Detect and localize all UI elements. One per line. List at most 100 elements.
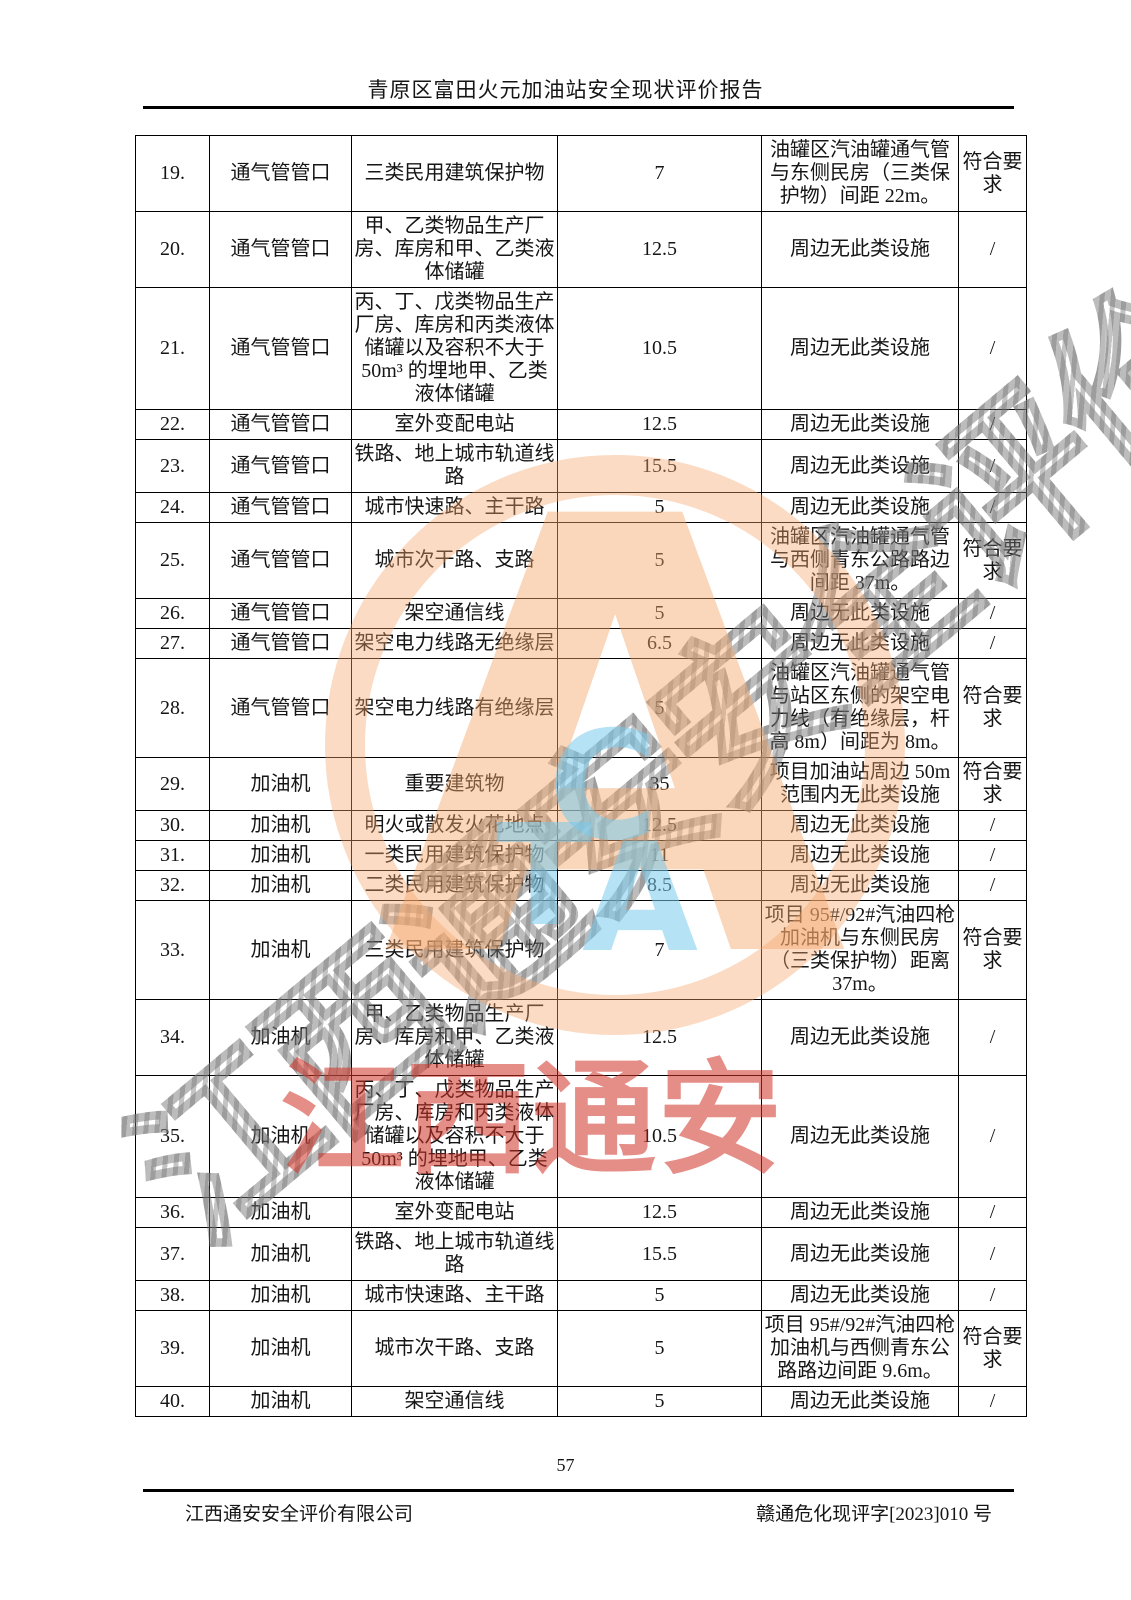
row-number: 34. bbox=[135, 999, 210, 1076]
actual-status: 周边无此类设施 bbox=[761, 810, 959, 841]
table-row: 26. 通气管管口 架空通信线 5 周边无此类设施 / bbox=[135, 598, 1027, 629]
compliance-table: 19. 通气管管口 三类民用建筑保护物 7 油罐区汽油罐通气管与东侧民房（三类保护物）间… bbox=[135, 135, 1027, 1417]
actual-status: 项目 95#/92#汽油四枪加油机与东侧民房（三类保护物）距离 37m。 bbox=[761, 900, 959, 1000]
table-row: 39. 加油机 城市次干路、支路 5 项目 95#/92#汽油四枪加油机与西侧青东公路路… bbox=[135, 1310, 1027, 1387]
actual-status: 周边无此类设施 bbox=[761, 287, 959, 410]
protected-object: 甲、乙类物品生产厂房、库房和甲、乙类液体储罐 bbox=[351, 999, 558, 1076]
protected-object: 室外变配电站 bbox=[351, 409, 558, 440]
actual-status: 周边无此类设施 bbox=[761, 1386, 959, 1417]
required-distance: 10.5 bbox=[557, 287, 762, 410]
row-number: 38. bbox=[135, 1280, 210, 1311]
protected-object: 二类民用建筑保护物 bbox=[351, 870, 558, 901]
actual-status: 周边无此类设施 bbox=[761, 628, 959, 659]
table-row: 23. 通气管管口 铁路、地上城市轨道线路 15.5 周边无此类设施 / bbox=[135, 439, 1027, 493]
conclusion: / bbox=[958, 409, 1027, 440]
conclusion: / bbox=[958, 999, 1027, 1076]
protected-object: 铁路、地上城市轨道线路 bbox=[351, 439, 558, 493]
table-row: 38. 加油机 城市快速路、主干路 5 周边无此类设施 / bbox=[135, 1280, 1027, 1311]
actual-status: 周边无此类设施 bbox=[761, 598, 959, 629]
required-distance: 12.5 bbox=[557, 409, 762, 440]
required-distance: 5 bbox=[557, 522, 762, 599]
row-number: 29. bbox=[135, 757, 210, 811]
protected-object: 铁路、地上城市轨道线路 bbox=[351, 1227, 558, 1281]
actual-status: 周边无此类设施 bbox=[761, 1227, 959, 1281]
actual-status: 油罐区汽油罐通气管与东侧民房（三类保护物）间距 22m。 bbox=[761, 135, 959, 212]
protected-object: 城市快速路、主干路 bbox=[351, 1280, 558, 1311]
required-distance: 5 bbox=[557, 1280, 762, 1311]
required-distance: 5 bbox=[557, 658, 762, 758]
row-number: 24. bbox=[135, 492, 210, 523]
row-number: 20. bbox=[135, 211, 210, 288]
footer-doc-number: 赣通危化现评字[2023]010 号 bbox=[756, 1504, 992, 1525]
required-distance: 5 bbox=[557, 1386, 762, 1417]
item-name: 加油机 bbox=[209, 999, 352, 1076]
protected-object: 三类民用建筑保护物 bbox=[351, 900, 558, 1000]
table-row: 20. 通气管管口 甲、乙类物品生产厂房、库房和甲、乙类液体储罐 12.5 周边无此类设… bbox=[135, 211, 1027, 288]
conclusion: 符合要求 bbox=[958, 757, 1027, 811]
table-row: 21. 通气管管口 丙、丁、戊类物品生产厂房、库房和丙类液体储罐以及容积不大于 50… bbox=[135, 287, 1027, 410]
protected-object: 架空电力线路有绝缘层 bbox=[351, 658, 558, 758]
row-number: 33. bbox=[135, 900, 210, 1000]
row-number: 31. bbox=[135, 840, 210, 871]
conclusion: / bbox=[958, 1197, 1027, 1228]
row-number: 36. bbox=[135, 1197, 210, 1228]
header-divider bbox=[143, 106, 1014, 109]
conclusion: 符合要求 bbox=[958, 900, 1027, 1000]
item-name: 通气管管口 bbox=[209, 628, 352, 659]
row-number: 39. bbox=[135, 1310, 210, 1387]
item-name: 加油机 bbox=[209, 1075, 352, 1198]
required-distance: 5 bbox=[557, 492, 762, 523]
required-distance: 12.5 bbox=[557, 1197, 762, 1228]
item-name: 加油机 bbox=[209, 1386, 352, 1417]
required-distance: 6.5 bbox=[557, 628, 762, 659]
item-name: 通气管管口 bbox=[209, 658, 352, 758]
table-row: 33. 加油机 三类民用建筑保护物 7 项目 95#/92#汽油四枪加油机与东侧民房（三… bbox=[135, 900, 1027, 1000]
table-row: 36. 加油机 室外变配电站 12.5 周边无此类设施 / bbox=[135, 1197, 1027, 1228]
row-number: 27. bbox=[135, 628, 210, 659]
item-name: 加油机 bbox=[209, 1280, 352, 1311]
required-distance: 12.5 bbox=[557, 211, 762, 288]
conclusion: 符合要求 bbox=[958, 135, 1027, 212]
item-name: 通气管管口 bbox=[209, 598, 352, 629]
protected-object: 甲、乙类物品生产厂房、库房和甲、乙类液体储罐 bbox=[351, 211, 558, 288]
required-distance: 15.5 bbox=[557, 1227, 762, 1281]
protected-object: 丙、丁、戊类物品生产厂房、库房和丙类液体储罐以及容积不大于 50m³ 的埋地甲、… bbox=[351, 287, 558, 410]
actual-status: 周边无此类设施 bbox=[761, 439, 959, 493]
protected-object: 城市次干路、支路 bbox=[351, 1310, 558, 1387]
required-distance: 7 bbox=[557, 135, 762, 212]
actual-status: 周边无此类设施 bbox=[761, 999, 959, 1076]
required-distance: 12.5 bbox=[557, 810, 762, 841]
actual-status: 项目加油站周边 50m 范围内无此类设施 bbox=[761, 757, 959, 811]
conclusion: / bbox=[958, 211, 1027, 288]
conclusion: / bbox=[958, 1227, 1027, 1281]
table-row: 27. 通气管管口 架空电力线路无绝缘层 6.5 周边无此类设施 / bbox=[135, 628, 1027, 659]
protected-object: 城市快速路、主干路 bbox=[351, 492, 558, 523]
conclusion: 符合要求 bbox=[958, 1310, 1027, 1387]
table-row: 40. 加油机 架空通信线 5 周边无此类设施 / bbox=[135, 1386, 1027, 1417]
item-name: 加油机 bbox=[209, 810, 352, 841]
required-distance: 15.5 bbox=[557, 439, 762, 493]
table-row: 32. 加油机 二类民用建筑保护物 8.5 周边无此类设施 / bbox=[135, 870, 1027, 901]
item-name: 通气管管口 bbox=[209, 135, 352, 212]
conclusion: / bbox=[958, 628, 1027, 659]
protected-object: 丙、丁、戊类物品生产厂房、库房和丙类液体储罐以及容积不大于 50m³ 的埋地甲、… bbox=[351, 1075, 558, 1198]
compliance-table-body: 19. 通气管管口 三类民用建筑保护物 7 油罐区汽油罐通气管与东侧民房（三类保护物）间… bbox=[135, 135, 1027, 1417]
required-distance: 12.5 bbox=[557, 999, 762, 1076]
protected-object: 架空电力线路无绝缘层 bbox=[351, 628, 558, 659]
protected-object: 架空通信线 bbox=[351, 1386, 558, 1417]
item-name: 通气管管口 bbox=[209, 439, 352, 493]
item-name: 通气管管口 bbox=[209, 522, 352, 599]
actual-status: 油罐区汽油罐通气管与站区东侧的架空电力线（有绝缘层，杆高 8m）间距为 8m。 bbox=[761, 658, 959, 758]
item-name: 通气管管口 bbox=[209, 409, 352, 440]
row-number: 35. bbox=[135, 1075, 210, 1198]
conclusion: / bbox=[958, 287, 1027, 410]
actual-status: 周边无此类设施 bbox=[761, 409, 959, 440]
item-name: 加油机 bbox=[209, 1227, 352, 1281]
actual-status: 周边无此类设施 bbox=[761, 1197, 959, 1228]
conclusion: / bbox=[958, 840, 1027, 871]
item-name: 加油机 bbox=[209, 900, 352, 1000]
item-name: 加油机 bbox=[209, 840, 352, 871]
table-row: 22. 通气管管口 室外变配电站 12.5 周边无此类设施 / bbox=[135, 409, 1027, 440]
protected-object: 明火或散发火花地点 bbox=[351, 810, 558, 841]
